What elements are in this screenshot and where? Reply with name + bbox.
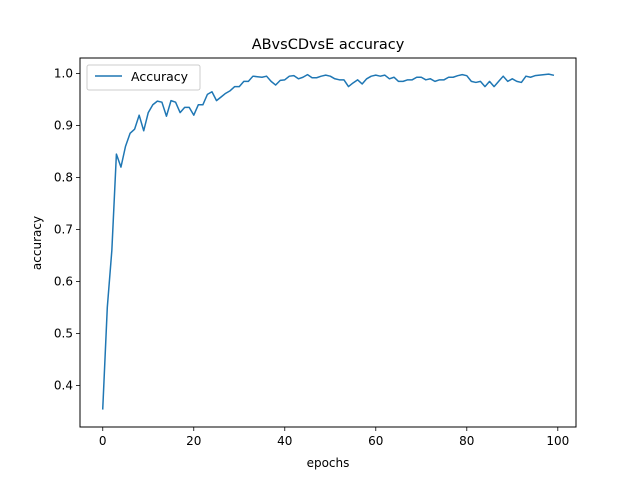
y-axis-label: accuracy	[30, 216, 44, 270]
x-tick-label: 40	[277, 434, 292, 448]
y-tick-label: 0.7	[54, 223, 73, 237]
x-tick-label: 100	[546, 434, 569, 448]
plot-frame	[79, 57, 577, 428]
y-tick-label: 0.8	[54, 171, 73, 185]
axis-ticks: 0 20 40 60 80 100 0.4 0.5 0.6 0.7 0.8 0.9 1.0	[54, 67, 569, 448]
x-tick-label: 60	[368, 434, 383, 448]
x-tick-label: 20	[186, 434, 201, 448]
y-tick-label: 0.5	[54, 326, 73, 340]
y-tick-label: 0.6	[54, 274, 73, 288]
y-tick-label: 0.9	[54, 119, 73, 133]
legend: Accuracy	[86, 64, 201, 91]
series-line-accuracy	[101, 73, 555, 410]
x-axis-label: epochs	[307, 456, 350, 470]
x-tick-label: 0	[99, 434, 107, 448]
legend-box	[86, 64, 201, 91]
legend-label-accuracy: Accuracy	[131, 69, 189, 84]
x-tick-label: 80	[459, 434, 474, 448]
y-tick-label: 1.0	[54, 67, 73, 81]
chart-title: ABvsCDvsE accuracy	[252, 37, 405, 53]
series-layer	[101, 73, 555, 410]
y-tick-label: 0.4	[54, 378, 73, 392]
